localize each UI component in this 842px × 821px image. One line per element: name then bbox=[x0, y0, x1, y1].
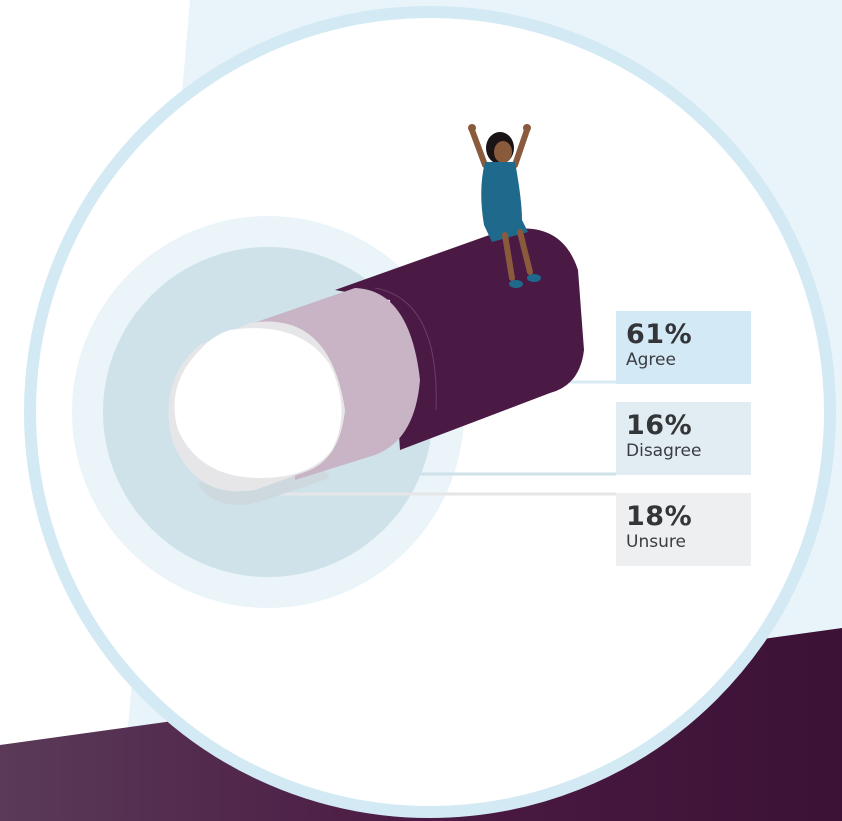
person-sitting-cheering-icon bbox=[468, 124, 541, 288]
stat-box-unsure: 18% Unsure bbox=[616, 493, 751, 566]
stat-value-unsure: 18% bbox=[626, 501, 693, 532]
stat-label-agree: Agree bbox=[626, 350, 676, 370]
stat-box-disagree: 16% Disagree bbox=[616, 402, 751, 475]
stat-label-unsure: Unsure bbox=[626, 532, 686, 552]
stat-value-disagree: 16% bbox=[626, 410, 693, 441]
capsule-seam bbox=[374, 287, 437, 411]
capsule-open-end bbox=[174, 328, 342, 478]
stat-value-agree: 61% bbox=[626, 319, 693, 350]
stat-box-agree: 61% Agree bbox=[616, 311, 751, 384]
stat-label-disagree: Disagree bbox=[626, 441, 702, 461]
